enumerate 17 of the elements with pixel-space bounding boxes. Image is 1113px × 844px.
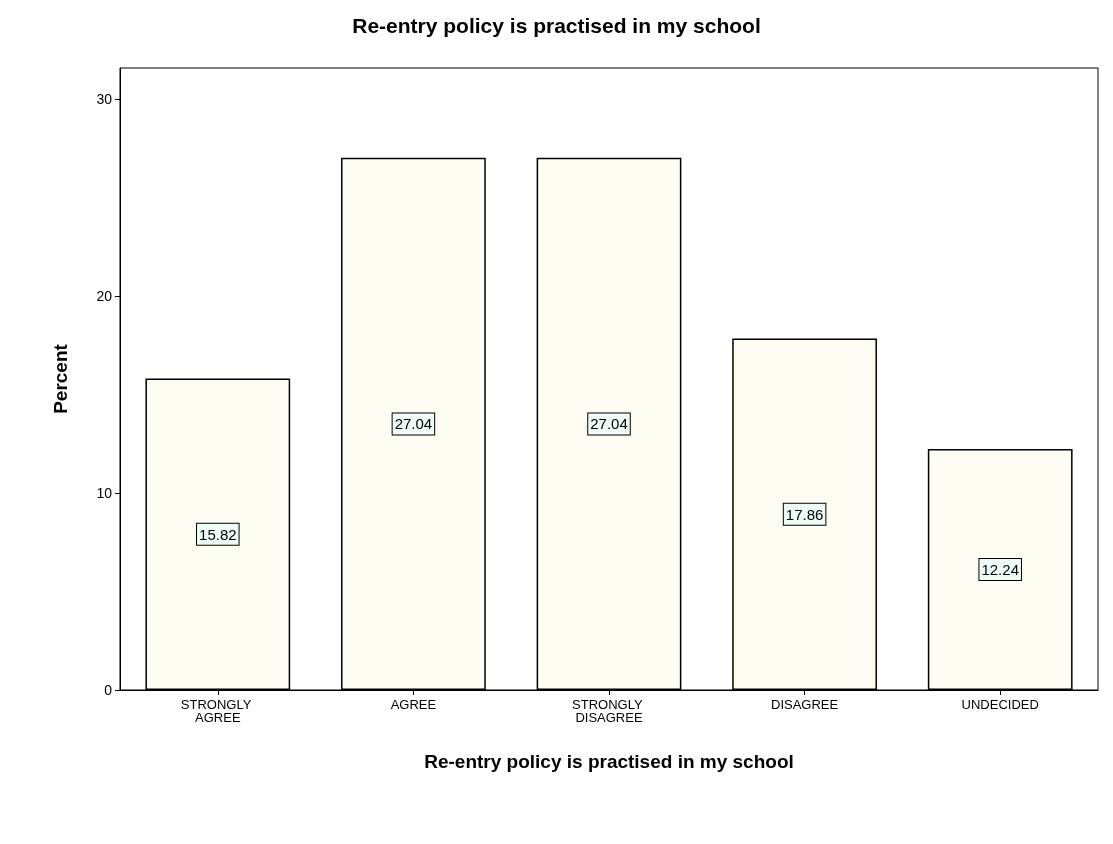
- data-label: 15.82: [199, 525, 237, 543]
- x-tick-label: DISAGREE: [771, 697, 839, 712]
- x-tick-label: STRONGLY AGREE: [180, 697, 255, 725]
- x-tick-label: AGREE: [390, 697, 437, 712]
- y-tick-label: 20: [96, 288, 113, 305]
- data-label: 27.04: [590, 415, 628, 433]
- data-label: 12.24: [981, 561, 1019, 579]
- y-tick-label: 0: [104, 682, 113, 698]
- data-label: 27.04: [394, 415, 433, 433]
- chart-title: Re-entry policy is practised in my school: [352, 14, 761, 37]
- x-tick-label: UNDECIDED: [961, 697, 1039, 712]
- data-label: 17.86: [785, 505, 824, 523]
- x-tick-label: STRONGLY DISAGREE: [572, 697, 646, 725]
- y-tick-label: 10: [96, 485, 113, 502]
- y-axis-title: Percent: [50, 343, 71, 414]
- y-tick-label: 30: [96, 91, 113, 108]
- x-axis-title: Re-entry policy is practised in my school: [424, 751, 794, 772]
